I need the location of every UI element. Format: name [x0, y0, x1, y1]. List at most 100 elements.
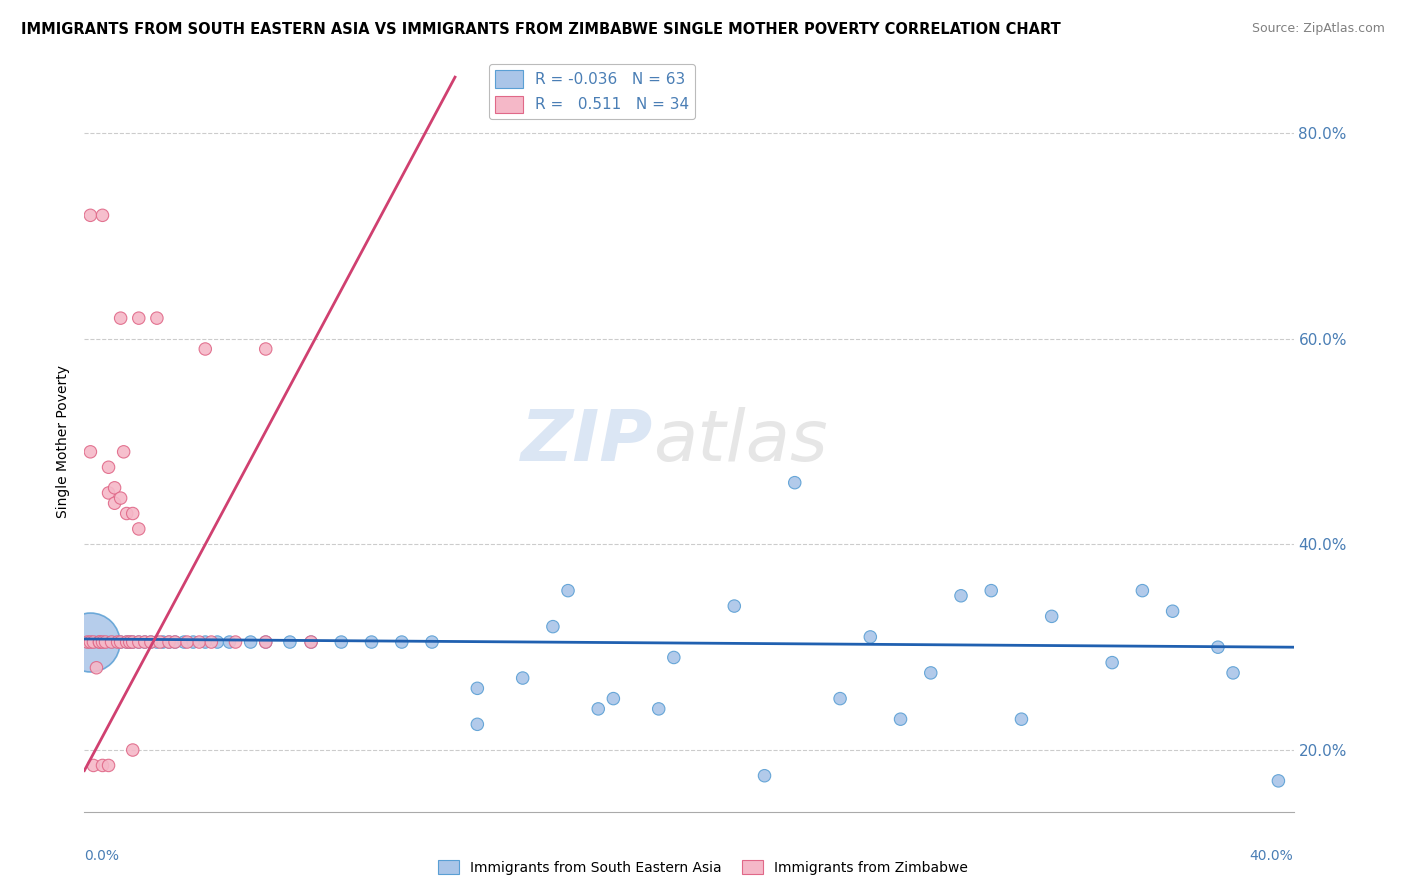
Point — [79, 208, 101, 222]
Point — [859, 630, 882, 644]
Point — [86, 635, 108, 649]
Point — [890, 712, 912, 726]
Point — [115, 635, 138, 649]
Point — [97, 635, 120, 649]
Text: atlas: atlas — [652, 407, 827, 476]
Point — [299, 635, 322, 649]
Point — [176, 635, 198, 649]
Point — [1040, 609, 1063, 624]
Point — [91, 635, 114, 649]
Point — [110, 635, 132, 649]
Point — [1222, 665, 1244, 680]
Point — [330, 635, 353, 649]
Point — [91, 758, 114, 772]
Point — [149, 635, 172, 649]
Point — [121, 507, 143, 521]
Point — [146, 311, 169, 326]
Point — [157, 635, 180, 649]
Text: ZIP: ZIP — [520, 407, 652, 476]
Point — [76, 635, 98, 649]
Point — [128, 635, 150, 649]
Legend: R = -0.036   N = 63, R =   0.511   N = 34: R = -0.036 N = 63, R = 0.511 N = 34 — [489, 64, 695, 120]
Point — [91, 635, 114, 649]
Text: Source: ZipAtlas.com: Source: ZipAtlas.com — [1251, 22, 1385, 36]
Point — [110, 635, 132, 649]
Point — [557, 583, 579, 598]
Text: IMMIGRANTS FROM SOUTH EASTERN ASIA VS IMMIGRANTS FROM ZIMBABWE SINGLE MOTHER POV: IMMIGRANTS FROM SOUTH EASTERN ASIA VS IM… — [21, 22, 1062, 37]
Point — [110, 491, 132, 505]
Point — [1267, 773, 1289, 788]
Point — [79, 635, 101, 649]
Point — [723, 599, 745, 613]
Point — [79, 445, 101, 459]
Point — [173, 635, 195, 649]
Point — [118, 635, 141, 649]
Point — [118, 635, 141, 649]
Point — [1161, 604, 1184, 618]
Point — [188, 635, 211, 649]
Point — [89, 635, 111, 649]
Point — [94, 635, 117, 649]
Point — [218, 635, 240, 649]
Point — [1101, 656, 1123, 670]
Point — [980, 583, 1002, 598]
Point — [112, 445, 135, 459]
Point — [82, 635, 104, 649]
Point — [662, 650, 685, 665]
Point — [360, 635, 382, 649]
Point — [110, 311, 132, 326]
Point — [115, 507, 138, 521]
Point — [97, 460, 120, 475]
Point — [194, 342, 217, 356]
Y-axis label: Single Mother Poverty: Single Mother Poverty — [56, 365, 70, 518]
Point — [165, 635, 187, 649]
Point — [89, 635, 111, 649]
Point — [100, 635, 122, 649]
Point — [107, 635, 129, 649]
Point — [278, 635, 301, 649]
Point — [1130, 583, 1153, 598]
Point — [391, 635, 413, 649]
Point — [512, 671, 534, 685]
Point — [920, 665, 942, 680]
Point — [152, 635, 174, 649]
Point — [165, 635, 187, 649]
Point — [225, 635, 247, 649]
Point — [104, 481, 127, 495]
Point — [100, 635, 122, 649]
Point — [86, 635, 108, 649]
Point — [1206, 640, 1229, 655]
Point — [207, 635, 229, 649]
Point — [254, 342, 277, 356]
Point — [128, 635, 150, 649]
Point — [420, 635, 443, 649]
Point — [541, 619, 564, 633]
Point — [121, 635, 143, 649]
Point — [299, 635, 322, 649]
Point — [104, 496, 127, 510]
Legend: Immigrants from South Eastern Asia, Immigrants from Zimbabwe: Immigrants from South Eastern Asia, Immi… — [432, 855, 974, 880]
Point — [602, 691, 624, 706]
Point — [79, 635, 101, 649]
Point — [89, 635, 111, 649]
Point — [467, 681, 489, 696]
Point — [86, 661, 108, 675]
Point — [139, 635, 162, 649]
Point — [239, 635, 262, 649]
Point — [128, 311, 150, 326]
Point — [648, 702, 671, 716]
Point — [104, 635, 127, 649]
Point — [128, 522, 150, 536]
Point — [467, 717, 489, 731]
Point — [254, 635, 277, 649]
Point — [134, 635, 156, 649]
Point — [200, 635, 222, 649]
Point — [82, 758, 104, 772]
Point — [754, 769, 776, 783]
Point — [76, 635, 98, 649]
Point — [181, 635, 204, 649]
Text: 0.0%: 0.0% — [84, 849, 120, 863]
Point — [107, 635, 129, 649]
Point — [82, 635, 104, 649]
Point — [254, 635, 277, 649]
